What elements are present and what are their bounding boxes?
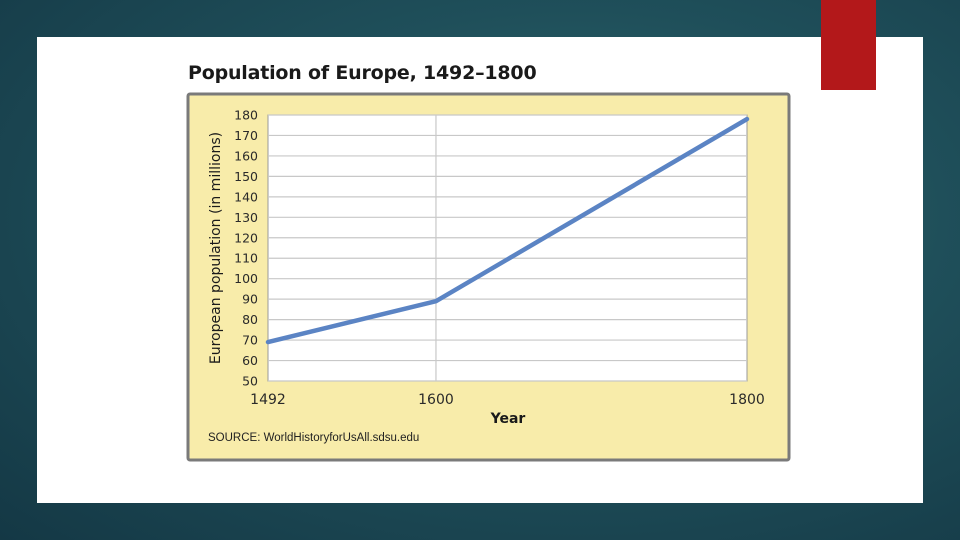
- y-tick-labels: 50 60 70 80 90 100 110 120 130 140 150 160 170 180: [234, 108, 258, 389]
- x-tick-label: 1800: [729, 392, 765, 408]
- gridlines: [268, 114, 747, 382]
- y-tick-label: 150: [234, 169, 258, 184]
- red-accent-bar: [821, 0, 876, 90]
- y-tick-label: 70: [242, 333, 258, 348]
- x-tick-label: 1492: [250, 392, 286, 408]
- x-axis-title: Year: [490, 411, 526, 427]
- y-tick-label: 80: [242, 312, 258, 327]
- data-point: [434, 299, 438, 303]
- y-tick-label: 110: [234, 251, 258, 266]
- x-tick-label: 1600: [418, 392, 454, 408]
- chart-title: Population of Europe, 1492–1800: [188, 62, 537, 84]
- x-tick-labels: 1492 1600 1800: [250, 392, 765, 408]
- y-tick-label: 170: [234, 128, 258, 143]
- y-tick-label: 160: [234, 148, 258, 163]
- series-layer: [265, 116, 750, 345]
- data-point: [266, 340, 270, 344]
- y-tick-label: 140: [234, 189, 258, 204]
- y-tick-label: 100: [234, 271, 258, 286]
- y-tick-label: 130: [234, 210, 258, 225]
- y-axis-title: European population (in millions): [208, 132, 224, 364]
- y-tick-label: 180: [234, 108, 258, 123]
- data-point: [745, 117, 749, 121]
- y-tick-label: 60: [242, 353, 258, 368]
- plot-background: [267, 114, 748, 382]
- y-tick-label: 50: [242, 374, 258, 389]
- y-tick-label: 120: [234, 230, 258, 245]
- y-tick-label: 90: [242, 292, 258, 307]
- source-note: SOURCE: WorldHistoryforUsAll.sdsu.edu: [208, 432, 419, 444]
